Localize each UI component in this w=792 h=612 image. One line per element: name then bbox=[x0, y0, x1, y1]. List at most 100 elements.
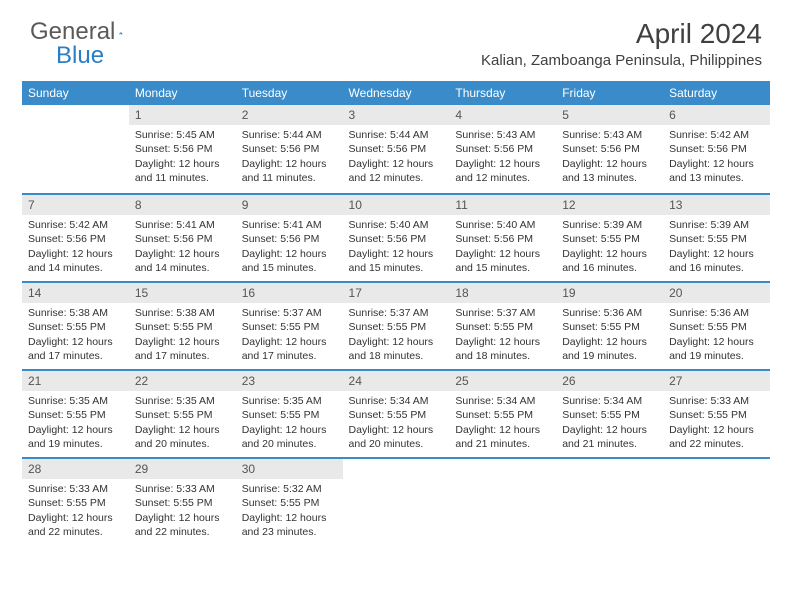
daylight-text: Daylight: 12 hours and 18 minutes. bbox=[349, 335, 444, 363]
day-content: Sunrise: 5:33 AMSunset: 5:55 PMDaylight:… bbox=[129, 479, 236, 545]
day-number: 8 bbox=[129, 193, 236, 215]
sunset-text: Sunset: 5:55 PM bbox=[135, 320, 230, 334]
day-number: 26 bbox=[556, 369, 663, 391]
calendar-day-cell: 11Sunrise: 5:40 AMSunset: 5:56 PMDayligh… bbox=[449, 193, 556, 281]
sunrise-text: Sunrise: 5:34 AM bbox=[349, 394, 444, 408]
sunset-text: Sunset: 5:56 PM bbox=[562, 142, 657, 156]
sunset-text: Sunset: 5:55 PM bbox=[135, 408, 230, 422]
daylight-text: Daylight: 12 hours and 13 minutes. bbox=[562, 157, 657, 185]
day-content: Sunrise: 5:41 AMSunset: 5:56 PMDaylight:… bbox=[129, 215, 236, 281]
logo-sail-icon bbox=[119, 25, 123, 41]
day-content: Sunrise: 5:36 AMSunset: 5:55 PMDaylight:… bbox=[663, 303, 770, 369]
calendar-day-cell: 25Sunrise: 5:34 AMSunset: 5:55 PMDayligh… bbox=[449, 369, 556, 457]
sunset-text: Sunset: 5:56 PM bbox=[349, 142, 444, 156]
day-number: 22 bbox=[129, 369, 236, 391]
title-block: April 2024 Kalian, Zamboanga Peninsula, … bbox=[481, 18, 762, 69]
sunrise-text: Sunrise: 5:35 AM bbox=[28, 394, 123, 408]
daylight-text: Daylight: 12 hours and 14 minutes. bbox=[28, 247, 123, 275]
day-content: Sunrise: 5:36 AMSunset: 5:55 PMDaylight:… bbox=[556, 303, 663, 369]
day-number-bar bbox=[22, 105, 129, 125]
sunrise-text: Sunrise: 5:35 AM bbox=[135, 394, 230, 408]
day-content: Sunrise: 5:38 AMSunset: 5:55 PMDaylight:… bbox=[129, 303, 236, 369]
sunset-text: Sunset: 5:55 PM bbox=[28, 496, 123, 510]
day-number-bar bbox=[343, 457, 450, 479]
day-content: Sunrise: 5:33 AMSunset: 5:55 PMDaylight:… bbox=[22, 479, 129, 545]
calendar-week-row: 28Sunrise: 5:33 AMSunset: 5:55 PMDayligh… bbox=[22, 457, 770, 545]
daylight-text: Daylight: 12 hours and 20 minutes. bbox=[135, 423, 230, 451]
sunrise-text: Sunrise: 5:37 AM bbox=[349, 306, 444, 320]
day-content: Sunrise: 5:34 AMSunset: 5:55 PMDaylight:… bbox=[449, 391, 556, 457]
sunset-text: Sunset: 5:55 PM bbox=[28, 408, 123, 422]
calendar-day-cell: 8Sunrise: 5:41 AMSunset: 5:56 PMDaylight… bbox=[129, 193, 236, 281]
sunrise-text: Sunrise: 5:36 AM bbox=[562, 306, 657, 320]
day-content: Sunrise: 5:35 AMSunset: 5:55 PMDaylight:… bbox=[236, 391, 343, 457]
calendar-day-cell: 10Sunrise: 5:40 AMSunset: 5:56 PMDayligh… bbox=[343, 193, 450, 281]
daylight-text: Daylight: 12 hours and 16 minutes. bbox=[669, 247, 764, 275]
location-text: Kalian, Zamboanga Peninsula, Philippines bbox=[481, 52, 762, 69]
calendar-table: SundayMondayTuesdayWednesdayThursdayFrid… bbox=[22, 81, 770, 545]
day-content: Sunrise: 5:45 AMSunset: 5:56 PMDaylight:… bbox=[129, 125, 236, 191]
day-content: Sunrise: 5:37 AMSunset: 5:55 PMDaylight:… bbox=[343, 303, 450, 369]
day-header: Monday bbox=[129, 81, 236, 105]
daylight-text: Daylight: 12 hours and 15 minutes. bbox=[242, 247, 337, 275]
sunrise-text: Sunrise: 5:34 AM bbox=[562, 394, 657, 408]
calendar-day-cell: 14Sunrise: 5:38 AMSunset: 5:55 PMDayligh… bbox=[22, 281, 129, 369]
day-number: 7 bbox=[22, 193, 129, 215]
daylight-text: Daylight: 12 hours and 12 minutes. bbox=[455, 157, 550, 185]
day-number: 3 bbox=[343, 105, 450, 125]
logo: General Blue bbox=[30, 18, 143, 46]
daylight-text: Daylight: 12 hours and 21 minutes. bbox=[455, 423, 550, 451]
page-title: April 2024 bbox=[481, 18, 762, 50]
calendar-day-cell: 30Sunrise: 5:32 AMSunset: 5:55 PMDayligh… bbox=[236, 457, 343, 545]
daylight-text: Daylight: 12 hours and 18 minutes. bbox=[455, 335, 550, 363]
daylight-text: Daylight: 12 hours and 14 minutes. bbox=[135, 247, 230, 275]
sunset-text: Sunset: 5:55 PM bbox=[562, 408, 657, 422]
daylight-text: Daylight: 12 hours and 20 minutes. bbox=[349, 423, 444, 451]
sunset-text: Sunset: 5:56 PM bbox=[28, 232, 123, 246]
day-header: Tuesday bbox=[236, 81, 343, 105]
calendar-day-cell: 16Sunrise: 5:37 AMSunset: 5:55 PMDayligh… bbox=[236, 281, 343, 369]
day-number: 12 bbox=[556, 193, 663, 215]
calendar-day-cell: 1Sunrise: 5:45 AMSunset: 5:56 PMDaylight… bbox=[129, 105, 236, 193]
calendar-week-row: 7Sunrise: 5:42 AMSunset: 5:56 PMDaylight… bbox=[22, 193, 770, 281]
day-content: Sunrise: 5:37 AMSunset: 5:55 PMDaylight:… bbox=[449, 303, 556, 369]
day-number: 29 bbox=[129, 457, 236, 479]
calendar-empty-cell bbox=[449, 457, 556, 545]
daylight-text: Daylight: 12 hours and 20 minutes. bbox=[242, 423, 337, 451]
calendar-empty-cell bbox=[22, 105, 129, 193]
sunrise-text: Sunrise: 5:33 AM bbox=[135, 482, 230, 496]
day-content: Sunrise: 5:39 AMSunset: 5:55 PMDaylight:… bbox=[663, 215, 770, 281]
sunrise-text: Sunrise: 5:38 AM bbox=[28, 306, 123, 320]
day-number-bar bbox=[663, 457, 770, 479]
logo-text-blue: Blue bbox=[56, 42, 104, 70]
day-number: 1 bbox=[129, 105, 236, 125]
day-content: Sunrise: 5:42 AMSunset: 5:56 PMDaylight:… bbox=[663, 125, 770, 191]
sunrise-text: Sunrise: 5:38 AM bbox=[135, 306, 230, 320]
day-number: 21 bbox=[22, 369, 129, 391]
calendar-day-cell: 2Sunrise: 5:44 AMSunset: 5:56 PMDaylight… bbox=[236, 105, 343, 193]
calendar-empty-cell bbox=[663, 457, 770, 545]
calendar-day-cell: 21 Sunrise: 5:35 AMSunset: 5:55 PMDayligh… bbox=[22, 369, 129, 457]
day-number: 11 bbox=[449, 193, 556, 215]
day-number: 16 bbox=[236, 281, 343, 303]
sunrise-text: Sunrise: 5:45 AM bbox=[135, 128, 230, 142]
day-header: Thursday bbox=[449, 81, 556, 105]
day-content: Sunrise: 5:34 AMSunset: 5:55 PMDaylight:… bbox=[556, 391, 663, 457]
day-content: Sunrise: 5:32 AMSunset: 5:55 PMDaylight:… bbox=[236, 479, 343, 545]
sunset-text: Sunset: 5:56 PM bbox=[242, 142, 337, 156]
day-content: Sunrise: 5:40 AMSunset: 5:56 PMDaylight:… bbox=[449, 215, 556, 281]
day-content: Sunrise: 5:39 AMSunset: 5:55 PMDaylight:… bbox=[556, 215, 663, 281]
sunset-text: Sunset: 5:55 PM bbox=[349, 408, 444, 422]
sunrise-text: Sunrise: 5:41 AM bbox=[135, 218, 230, 232]
sunrise-text: Sunrise: 5:43 AM bbox=[455, 128, 550, 142]
daylight-text: Daylight: 12 hours and 23 minutes. bbox=[242, 511, 337, 539]
daylight-text: Daylight: 12 hours and 19 minutes. bbox=[28, 423, 123, 451]
calendar-week-row: 21Sunrise: 5:35 AMSunset: 5:55 PMDayligh… bbox=[22, 369, 770, 457]
day-content: Sunrise: 5:43 AMSunset: 5:56 PMDaylight:… bbox=[556, 125, 663, 191]
sunrise-text: Sunrise: 5:40 AM bbox=[349, 218, 444, 232]
daylight-text: Daylight: 12 hours and 11 minutes. bbox=[135, 157, 230, 185]
day-header: Sunday bbox=[22, 81, 129, 105]
calendar-day-cell: 13Sunrise: 5:39 AMSunset: 5:55 PMDayligh… bbox=[663, 193, 770, 281]
calendar-day-cell: 17Sunrise: 5:37 AMSunset: 5:55 PMDayligh… bbox=[343, 281, 450, 369]
day-number: 9 bbox=[236, 193, 343, 215]
